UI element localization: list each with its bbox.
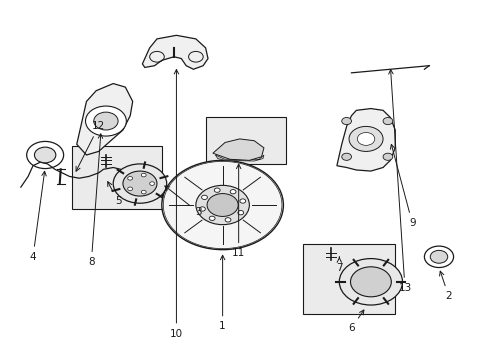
Circle shape — [348, 126, 382, 152]
Text: 2: 2 — [439, 271, 451, 301]
Circle shape — [230, 190, 236, 194]
Circle shape — [141, 173, 146, 177]
Text: 7: 7 — [335, 257, 342, 273]
Circle shape — [357, 132, 374, 145]
Circle shape — [206, 194, 238, 216]
Polygon shape — [336, 109, 394, 171]
Circle shape — [424, 246, 453, 267]
Polygon shape — [142, 35, 207, 69]
Circle shape — [149, 182, 154, 185]
Text: 8: 8 — [88, 134, 102, 267]
Text: 1: 1 — [219, 255, 225, 332]
Circle shape — [127, 187, 132, 190]
Circle shape — [113, 164, 166, 203]
Circle shape — [130, 181, 140, 188]
Circle shape — [199, 207, 205, 211]
Circle shape — [237, 211, 243, 215]
Text: 4: 4 — [30, 171, 46, 262]
Bar — [72, 146, 162, 208]
Circle shape — [162, 160, 283, 249]
Circle shape — [209, 216, 215, 220]
Circle shape — [224, 218, 230, 222]
Circle shape — [127, 176, 132, 180]
Circle shape — [141, 190, 146, 194]
Text: 6: 6 — [347, 310, 363, 333]
Circle shape — [27, 141, 63, 168]
Circle shape — [382, 153, 392, 160]
Text: 11: 11 — [232, 164, 245, 258]
Circle shape — [201, 195, 207, 199]
Circle shape — [122, 171, 157, 196]
Circle shape — [85, 106, 126, 136]
Circle shape — [196, 185, 249, 225]
Circle shape — [382, 117, 392, 125]
Bar — [205, 117, 285, 164]
Text: 13: 13 — [388, 69, 411, 293]
Circle shape — [341, 153, 351, 160]
Text: 10: 10 — [169, 69, 183, 339]
Circle shape — [339, 258, 402, 305]
Circle shape — [341, 117, 351, 125]
Text: 5: 5 — [107, 182, 121, 206]
Circle shape — [34, 147, 56, 163]
Polygon shape — [212, 139, 264, 160]
Text: 12: 12 — [76, 121, 105, 171]
Polygon shape — [77, 84, 132, 155]
Text: 9: 9 — [389, 144, 415, 228]
Circle shape — [240, 199, 245, 203]
Circle shape — [214, 188, 220, 192]
Circle shape — [429, 250, 447, 263]
Polygon shape — [215, 155, 264, 161]
Bar — [302, 244, 394, 314]
Circle shape — [94, 112, 118, 130]
Text: 3: 3 — [164, 186, 201, 217]
Circle shape — [350, 267, 390, 297]
